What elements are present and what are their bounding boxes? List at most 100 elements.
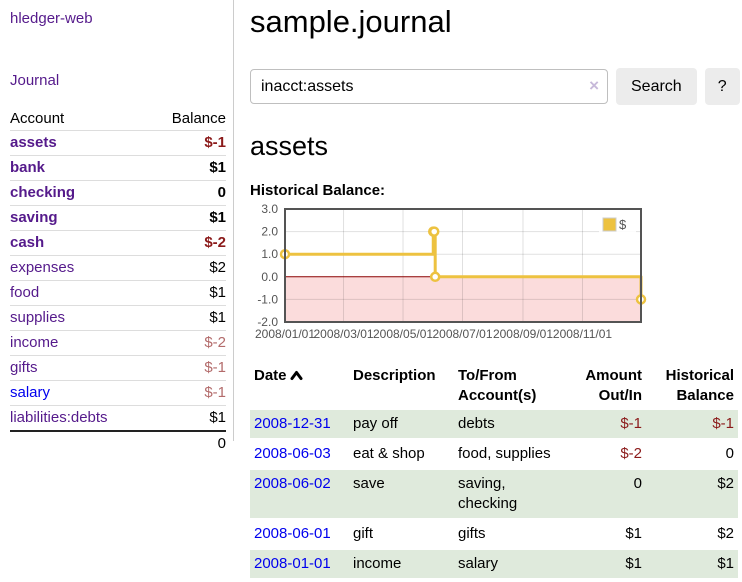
- transaction-accounts: saving, checking: [454, 470, 564, 518]
- register-header-description: Description: [353, 367, 436, 384]
- account-balance: $1: [148, 155, 226, 181]
- search-button[interactable]: Search: [616, 68, 697, 105]
- transaction-date-link[interactable]: 2008-06-01: [254, 525, 331, 542]
- accounts-total-row: 0: [10, 430, 226, 456]
- chart-heading: Historical Balance:: [250, 182, 386, 199]
- register-row: 2008-06-01 gift gifts $1 $2: [250, 520, 738, 548]
- register-table: Date Description To/From Account(s) Amou…: [250, 362, 738, 580]
- account-link-saving[interactable]: saving: [10, 209, 58, 226]
- transaction-amount: $1: [625, 525, 642, 542]
- account-link-cash[interactable]: cash: [10, 234, 45, 251]
- transaction-balance: $1: [646, 550, 738, 578]
- account-link-income[interactable]: income: [10, 334, 59, 351]
- account-link-checking[interactable]: checking: [10, 184, 76, 201]
- account-balance: $-1: [148, 380, 226, 406]
- transaction-balance: $2: [646, 470, 738, 518]
- transaction-description: pay off: [349, 410, 454, 438]
- account-balance: $-1: [148, 130, 226, 156]
- account-link-expenses[interactable]: expenses: [10, 259, 75, 276]
- register-header-row: Date Description To/From Account(s) Amou…: [250, 364, 738, 408]
- svg-text:3.0: 3.0: [261, 202, 278, 216]
- accounts-header-account: Account: [10, 110, 65, 127]
- sidebar: hledger-web Journal Account Balance asse…: [0, 0, 234, 456]
- transaction-description: save: [349, 470, 454, 518]
- account-link-supplies[interactable]: supplies: [10, 309, 66, 326]
- svg-text:-2.0: -2.0: [257, 315, 278, 329]
- transaction-accounts: gifts: [458, 525, 486, 542]
- transaction-description: eat & shop: [353, 445, 425, 462]
- transaction-amount: $-1: [564, 410, 646, 438]
- svg-text:0.0: 0.0: [261, 270, 278, 284]
- register-header-accounts: To/From Account(s): [458, 367, 537, 404]
- register-row: 2008-01-01 income salary $1 $1: [250, 550, 738, 578]
- sidebar-item-journal[interactable]: Journal: [10, 72, 60, 89]
- transaction-balance: $-1: [646, 410, 738, 438]
- accounts-header-balance: Balance: [171, 110, 226, 127]
- register-row: 2008-06-02 save saving, checking 0 $2: [250, 470, 738, 518]
- accounts-total: 0: [148, 430, 226, 456]
- svg-text:-1.0: -1.0: [257, 292, 278, 306]
- account-balance: $1: [148, 280, 226, 306]
- account-link-gifts[interactable]: gifts: [10, 359, 38, 376]
- transaction-description: gift: [353, 525, 374, 542]
- transaction-balance: 0: [725, 445, 734, 462]
- main-content: sample.journal × Search ? assets Histori…: [234, 0, 742, 580]
- account-balance: $1: [148, 405, 226, 431]
- register-row: 2008-06-03 eat & shop food, supplies $-2…: [250, 440, 738, 468]
- account-balance: $1: [148, 305, 226, 331]
- account-balance: $-2: [148, 330, 226, 356]
- transaction-accounts: salary: [454, 550, 564, 578]
- account-link-liabilities-debts[interactable]: liabilities:debts: [10, 409, 108, 426]
- account-row: checking 0: [10, 180, 226, 206]
- account-balance: $-2: [148, 230, 226, 256]
- transaction-amount: 0: [564, 470, 646, 518]
- transaction-date-link[interactable]: 2008-01-01: [254, 555, 331, 572]
- account-balance: $2: [148, 255, 226, 281]
- svg-text:2008/09/01: 2008/09/01: [493, 327, 553, 341]
- clear-search-icon[interactable]: ×: [589, 76, 599, 95]
- register-header-amount: Amount Out/In: [585, 367, 642, 404]
- svg-text:2008/07/01: 2008/07/01: [432, 327, 492, 341]
- account-row: assets $-1: [10, 130, 226, 156]
- accounts-table: Account Balance assets $-1 bank $1 check…: [10, 107, 226, 456]
- transaction-amount: $1: [564, 550, 646, 578]
- account-link-salary[interactable]: salary: [10, 384, 51, 401]
- historical-balance-chart: $3.0 2.0 1.0 0.0 -1.0 -2.0 2008/01/01 2008/03/0…: [250, 202, 740, 344]
- svg-text:$: $: [619, 217, 627, 232]
- account-balance: $-1: [148, 355, 226, 381]
- account-row: income $-2: [10, 330, 226, 356]
- register-row: 2008-12-31 pay off debts $-1 $-1: [250, 410, 738, 438]
- search-form: × Search ?: [250, 68, 740, 105]
- transaction-accounts: food, supplies: [458, 445, 551, 462]
- account-row: cash $-2: [10, 230, 226, 256]
- help-button[interactable]: ?: [704, 68, 740, 105]
- account-balance: $1: [148, 205, 226, 231]
- svg-text:2.0: 2.0: [261, 225, 278, 239]
- account-balance: 0: [148, 180, 226, 206]
- search-input[interactable]: [250, 69, 608, 104]
- account-row: bank $1: [10, 155, 226, 181]
- transaction-date-link[interactable]: 2008-06-03: [254, 445, 331, 462]
- svg-text:2008/01/01: 2008/01/01: [255, 327, 315, 341]
- register-header-date[interactable]: Date: [250, 364, 349, 408]
- account-row: liabilities:debts $1: [10, 405, 226, 431]
- account-link-food[interactable]: food: [10, 284, 40, 301]
- transaction-date-link[interactable]: 2008-12-31: [254, 415, 331, 432]
- account-row: saving $1: [10, 205, 226, 231]
- account-row: salary $-1: [10, 380, 226, 406]
- account-link-bank[interactable]: bank: [10, 159, 46, 176]
- sort-ascending-icon: [290, 367, 303, 387]
- transaction-accounts: debts: [454, 410, 564, 438]
- transaction-date-link[interactable]: 2008-06-02: [254, 475, 331, 492]
- transaction-description: income: [349, 550, 454, 578]
- account-row: food $1: [10, 280, 226, 306]
- account-heading: assets: [250, 131, 329, 161]
- svg-text:2008/05/01: 2008/05/01: [373, 327, 433, 341]
- register-header-balance: Historical Balance: [665, 367, 734, 404]
- app-title-link[interactable]: hledger-web: [10, 10, 93, 27]
- transaction-balance: $2: [717, 525, 734, 542]
- account-link-assets[interactable]: assets: [10, 134, 57, 151]
- account-row: expenses $2: [10, 255, 226, 281]
- svg-text:1.0: 1.0: [261, 247, 278, 261]
- svg-text:2008/11/01: 2008/11/01: [553, 327, 612, 341]
